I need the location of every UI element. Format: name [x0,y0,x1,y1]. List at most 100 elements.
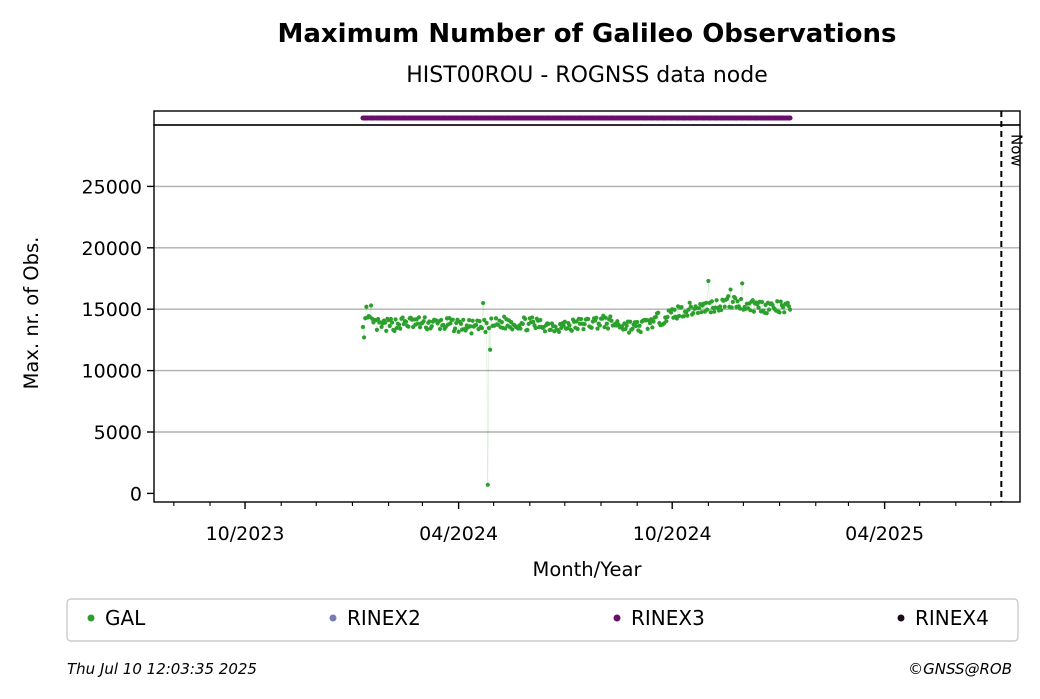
gal-point [375,316,381,322]
gal-point [748,308,753,313]
gal-point [647,321,653,326]
gal-point [389,320,395,325]
gal-point [556,329,562,335]
gal-point [699,310,704,315]
x-tick-label: 10/2024 [633,523,712,545]
gal-point [633,324,639,329]
gal-point [626,330,632,335]
gal-point [477,319,482,324]
gal-point [608,314,613,319]
gal-point [775,299,780,304]
gal-point [392,328,397,334]
gal-point [450,317,455,322]
gal-point [525,327,530,333]
legend-items: GAL RINEX2 RINEX3 RINEX4 [87,606,989,630]
gal-point [719,307,724,313]
gal-point [594,315,599,320]
gal-point [479,326,485,331]
gal-point [759,299,765,305]
gal-point [485,482,490,487]
y-axis-ticks: 0 5000 10000 15000 20000 25000 [82,176,154,505]
gal-point [677,313,682,319]
gal-point [368,303,374,308]
gal-link [489,318,492,350]
rinex-strip-panel [153,110,1021,126]
gal-points-layer [360,278,793,487]
gal-point [481,300,486,306]
gal-point [388,316,394,322]
gal-point [691,311,696,316]
gal-point [750,298,755,303]
gal-point [717,304,723,309]
gal-point [735,299,740,304]
gal-point [624,323,629,328]
gal-point [581,327,586,332]
gal-point [396,322,402,327]
gal-point [630,326,635,331]
gal-point [650,325,655,330]
gal-point [638,329,643,335]
gal-point [709,299,714,304]
gal-point [665,314,670,320]
gal-point [766,307,772,312]
gal-point [615,319,620,324]
legend-box [66,598,1019,642]
gal-point [470,318,475,323]
gal-point [489,316,494,321]
legend-item-gal: GAL [87,606,146,630]
gal-point [656,310,661,315]
gal-point [785,300,790,305]
gal-link [707,280,709,310]
gal-point [708,310,713,315]
gal-point [469,331,474,336]
gal-point [651,319,656,324]
gal-point [361,335,367,340]
legend-marker [897,614,905,622]
chart-subtitle: HIST00ROU - ROGNSS data node [406,63,768,88]
gal-point [780,305,786,310]
gal-point [679,305,684,310]
y-axis-label: Max. nr. of Obs. [20,237,43,390]
gal-point [728,287,733,292]
y-tick-label: 20000 [82,238,142,260]
gal-point [565,326,570,331]
gal-point [421,319,426,324]
gal-point [722,304,727,309]
gal-point [393,317,398,322]
gal-point [786,304,792,309]
gal-point [486,326,492,331]
grid-lines [154,185,1020,433]
legend-label: RINEX2 [347,606,421,630]
gal-point [422,315,427,320]
gal-point [756,305,761,310]
gal-point [782,310,787,315]
legend-marker [87,614,95,622]
legend: GAL RINEX2 RINEX3 RINEX4 [66,598,1019,642]
gal-point [575,326,580,332]
gal-point [384,328,389,334]
gal-point [364,304,369,309]
gal-point [668,310,674,315]
gal-point [418,325,423,330]
plot-frame [153,124,1021,503]
gal-point [467,317,472,323]
gal-point [398,326,403,331]
gal-point [453,326,458,331]
gal-point [733,296,738,301]
gal-link [370,305,373,319]
gal-link [486,323,488,485]
gal-link [729,289,731,307]
gal-point [586,316,591,322]
gal-point [777,310,782,315]
gal-point [510,327,515,332]
gal-point [595,326,600,331]
legend-marker [613,614,621,622]
gal-point [569,328,574,333]
gal-point [382,320,388,325]
gal-link [482,303,485,320]
x-tick-label: 10/2023 [206,523,285,545]
gal-point [483,329,488,335]
gal-point [619,324,625,329]
gal-point [499,319,504,325]
gal-link [488,328,491,350]
